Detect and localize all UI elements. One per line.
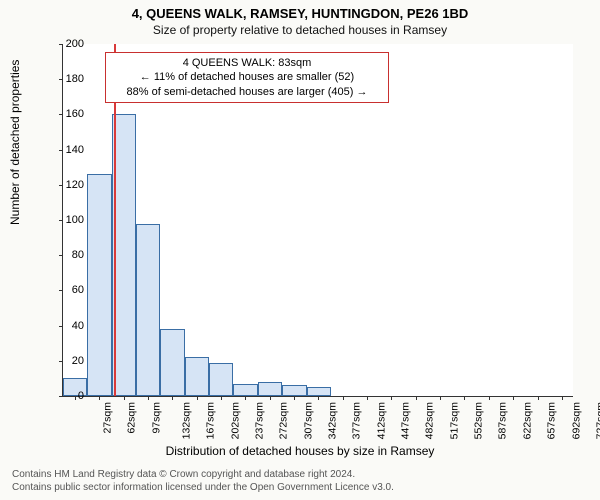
histogram-bar xyxy=(209,363,233,396)
footer-line-2: Contains public sector information licen… xyxy=(12,481,394,494)
x-tick-mark xyxy=(391,396,392,400)
x-tick-mark xyxy=(99,396,100,400)
annotation-line: 88% of semi-detached houses are larger (… xyxy=(112,85,382,99)
x-tick-mark xyxy=(489,396,490,400)
annotation-line: ← 11% of detached houses are smaller (52… xyxy=(112,70,382,84)
footer-line-1: Contains HM Land Registry data © Crown c… xyxy=(12,468,394,481)
x-tick-label: 517sqm xyxy=(448,402,460,439)
x-tick-label: 167sqm xyxy=(205,402,217,439)
x-tick-mark xyxy=(172,396,173,400)
histogram-bar xyxy=(282,385,306,396)
x-tick-label: 412sqm xyxy=(375,402,387,439)
x-tick-mark xyxy=(245,396,246,400)
x-tick-mark xyxy=(367,396,368,400)
x-tick-mark xyxy=(440,396,441,400)
x-tick-label: 97sqm xyxy=(150,402,162,434)
x-tick-label: 202sqm xyxy=(229,402,241,439)
y-tick-label: 140 xyxy=(54,144,84,156)
x-tick-mark xyxy=(318,396,319,400)
x-tick-mark xyxy=(294,396,295,400)
y-tick-label: 0 xyxy=(54,390,84,402)
x-tick-label: 237sqm xyxy=(253,402,265,439)
footer-attribution: Contains HM Land Registry data © Crown c… xyxy=(12,468,394,494)
x-tick-label: 307sqm xyxy=(302,402,314,439)
x-tick-label: 622sqm xyxy=(521,402,533,439)
x-tick-label: 482sqm xyxy=(424,402,436,439)
y-tick-label: 40 xyxy=(54,320,84,332)
x-tick-mark xyxy=(416,396,417,400)
x-axis-label: Distribution of detached houses by size … xyxy=(0,444,600,458)
histogram-bar xyxy=(307,387,331,396)
y-tick-label: 120 xyxy=(54,179,84,191)
y-tick-label: 80 xyxy=(54,249,84,261)
y-tick-label: 200 xyxy=(54,38,84,50)
x-tick-mark xyxy=(562,396,563,400)
x-tick-mark xyxy=(148,396,149,400)
page-title: 4, QUEENS WALK, RAMSEY, HUNTINGDON, PE26… xyxy=(0,0,600,21)
y-tick-label: 60 xyxy=(54,284,84,296)
x-tick-label: 552sqm xyxy=(472,402,484,439)
x-tick-label: 587sqm xyxy=(497,402,509,439)
histogram-bar xyxy=(258,382,282,396)
histogram-bar xyxy=(87,174,111,396)
histogram-bar xyxy=(136,224,160,396)
y-tick-label: 100 xyxy=(54,214,84,226)
y-tick-label: 180 xyxy=(54,73,84,85)
y-tick-label: 20 xyxy=(54,355,84,367)
y-axis-label: Number of detached properties xyxy=(8,60,22,225)
y-tick-label: 160 xyxy=(54,108,84,120)
x-tick-mark xyxy=(270,396,271,400)
histogram-bar xyxy=(160,329,184,396)
x-tick-mark xyxy=(221,396,222,400)
x-tick-mark xyxy=(124,396,125,400)
page-subtitle: Size of property relative to detached ho… xyxy=(0,21,600,37)
x-tick-label: 27sqm xyxy=(101,402,113,434)
x-tick-label: 377sqm xyxy=(351,402,363,439)
x-tick-label: 62sqm xyxy=(126,402,138,434)
x-tick-label: 132sqm xyxy=(180,402,192,439)
x-tick-label: 272sqm xyxy=(278,402,290,439)
x-tick-label: 692sqm xyxy=(570,402,582,439)
x-tick-label: 727sqm xyxy=(594,402,600,439)
x-tick-mark xyxy=(343,396,344,400)
annotation-line: 4 QUEENS WALK: 83sqm xyxy=(112,56,382,70)
x-tick-label: 657sqm xyxy=(546,402,558,439)
x-tick-mark xyxy=(464,396,465,400)
annotation-box: 4 QUEENS WALK: 83sqm← 11% of detached ho… xyxy=(105,52,389,103)
x-tick-mark xyxy=(513,396,514,400)
x-tick-mark xyxy=(538,396,539,400)
histogram-bar xyxy=(233,384,257,396)
x-tick-label: 342sqm xyxy=(326,402,338,439)
x-tick-mark xyxy=(197,396,198,400)
x-tick-label: 447sqm xyxy=(399,402,411,439)
histogram-bar xyxy=(185,357,209,396)
